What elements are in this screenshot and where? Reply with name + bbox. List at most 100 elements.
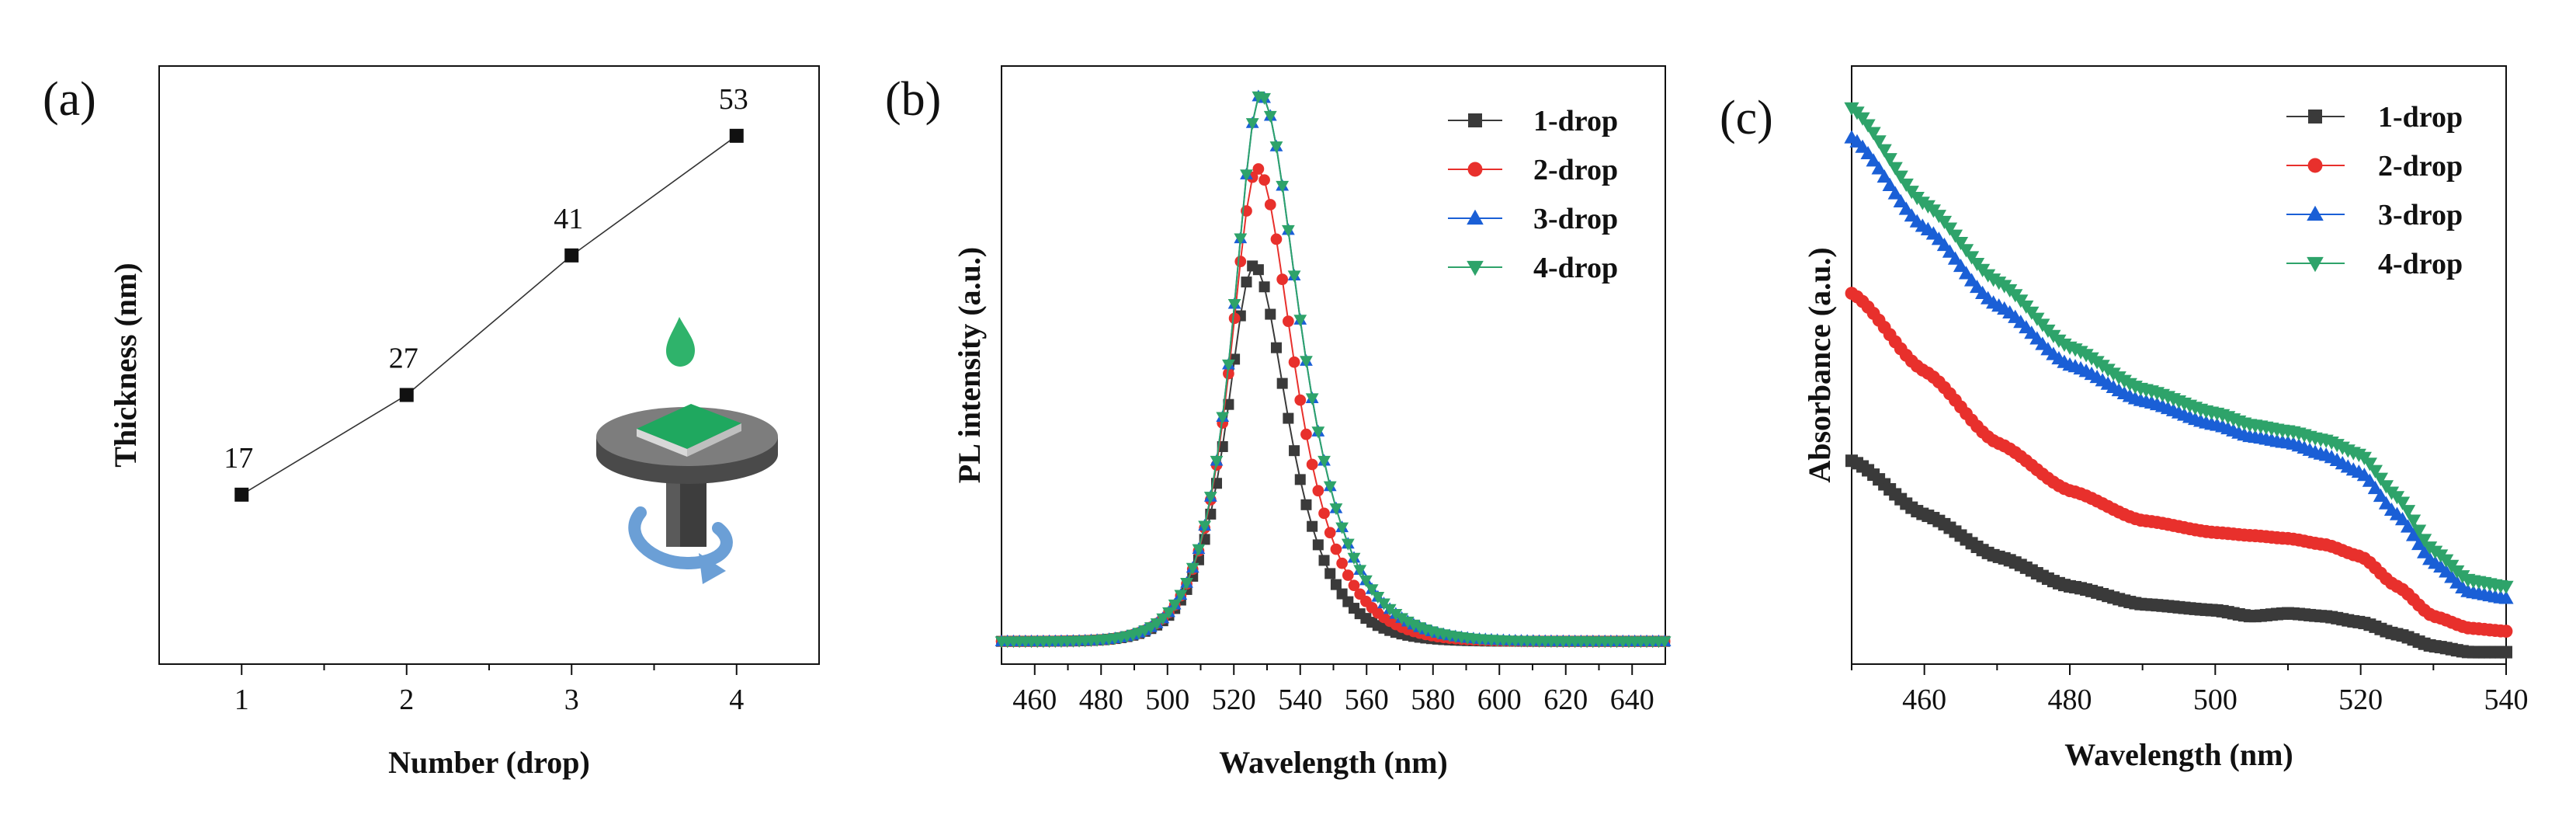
data-point <box>1365 584 1379 597</box>
data-point <box>2394 511 2411 526</box>
data-point <box>1252 163 1265 175</box>
data-point <box>1882 153 1897 167</box>
data-point <box>1162 607 1175 619</box>
data-point <box>1269 141 1283 154</box>
data-point <box>1293 315 1307 327</box>
legend-label: 1-drop <box>2378 101 2463 134</box>
data-point <box>1283 412 1294 424</box>
data-point <box>2411 536 2427 551</box>
data-label: 41 <box>554 203 583 235</box>
data-point <box>1318 507 1330 520</box>
data-point <box>1294 394 1307 406</box>
data-point <box>1312 485 1324 497</box>
data-point <box>1898 178 1914 193</box>
data-point <box>1307 520 1318 532</box>
legend-b: 1-drop 2-drop 3-drop 4-drop <box>1448 105 1618 284</box>
legend-label: 3-drop <box>2378 199 2463 231</box>
data-point <box>1288 356 1300 368</box>
data-point <box>1893 193 1908 207</box>
series-4-drop <box>995 91 1672 649</box>
substrate-edge-left <box>637 429 687 457</box>
data-point <box>2500 645 2512 659</box>
panel-c: (c) 460 480 500 520 540 Wavelength (nm) Absorba… <box>1720 65 2529 772</box>
data-point <box>1401 616 1415 628</box>
data-point <box>564 248 579 263</box>
data-point <box>1947 229 1963 243</box>
legend-marker <box>2308 110 2322 124</box>
data-label: 53 <box>719 83 748 116</box>
data-point <box>1347 552 1361 565</box>
x-tick-label: 640 <box>1610 684 1654 716</box>
data-point <box>1318 555 1330 566</box>
data-point <box>1223 367 1234 380</box>
data-point <box>2405 514 2422 528</box>
legend-marker <box>2307 158 2323 173</box>
data-point <box>2367 480 2383 495</box>
data-point <box>1294 474 1306 485</box>
data-point <box>1329 503 1343 516</box>
data-point <box>1252 264 1264 276</box>
data-point <box>1203 492 1217 504</box>
data-point <box>1227 298 1241 311</box>
x-tick-label: 520 <box>1212 684 1256 716</box>
data-point <box>1258 92 1271 105</box>
data-point <box>1186 562 1199 575</box>
data-point <box>1336 557 1348 569</box>
series-line <box>1851 460 2506 653</box>
series-line <box>1851 292 2507 632</box>
data-point <box>1180 578 1193 590</box>
x-tick-label: 460 <box>1902 684 1946 716</box>
data-point <box>1270 233 1283 245</box>
data-point <box>1258 281 1270 293</box>
data-point <box>1341 538 1355 551</box>
plot-frame-c <box>1851 65 2507 665</box>
data-point <box>1258 174 1270 186</box>
series-line-thickness <box>241 135 738 496</box>
data-point <box>1353 565 1367 577</box>
data-point <box>1265 308 1276 320</box>
x-tick-label: 500 <box>1145 684 1189 716</box>
data-point <box>1323 481 1337 493</box>
data-point <box>1330 543 1342 555</box>
data-point <box>1312 539 1324 551</box>
legend-c: 1-drop 2-drop 3-drop 4-drop <box>2286 101 2463 280</box>
data-point <box>2367 464 2383 478</box>
series-2-drop <box>1845 287 2513 638</box>
data-label: 17 <box>224 442 253 475</box>
data-point <box>1866 153 1881 167</box>
data-label: 27 <box>389 343 418 375</box>
droplet-icon <box>666 317 695 367</box>
legend-label: 4-drop <box>2378 248 2463 280</box>
data-point <box>2362 473 2377 487</box>
legend-label: 2-drop <box>2378 150 2463 183</box>
data-point <box>1882 177 1897 191</box>
data-point <box>1311 426 1325 439</box>
data-point <box>2405 527 2422 541</box>
x-tick-label: 3 <box>564 684 579 716</box>
data-point <box>1958 266 1974 280</box>
data-point <box>1330 579 1342 590</box>
data-point <box>1264 199 1276 210</box>
data-point <box>1289 445 1300 457</box>
data-point <box>1216 412 1230 424</box>
data-point <box>1281 224 1295 237</box>
data-point <box>2394 496 2411 510</box>
data-point <box>1871 135 1887 149</box>
data-point <box>1893 170 1908 184</box>
legend-marker <box>2307 256 2324 273</box>
data-point <box>1263 110 1277 123</box>
data-point <box>1276 180 1290 193</box>
data-point <box>1156 613 1170 625</box>
data-point <box>1300 356 1313 368</box>
legend-label: 2-drop <box>1533 154 1618 186</box>
data-point <box>1150 618 1164 631</box>
series-3-drop <box>1844 130 2514 604</box>
x-tick-label: 560 <box>1345 684 1389 716</box>
data-point <box>729 128 744 143</box>
data-point <box>1234 256 1247 267</box>
x-tick-label: 480 <box>1079 684 1123 716</box>
data-point <box>1871 161 1887 175</box>
data-point <box>1383 604 1397 616</box>
y-axis-label-a: Thickness (nm) <box>108 263 143 467</box>
